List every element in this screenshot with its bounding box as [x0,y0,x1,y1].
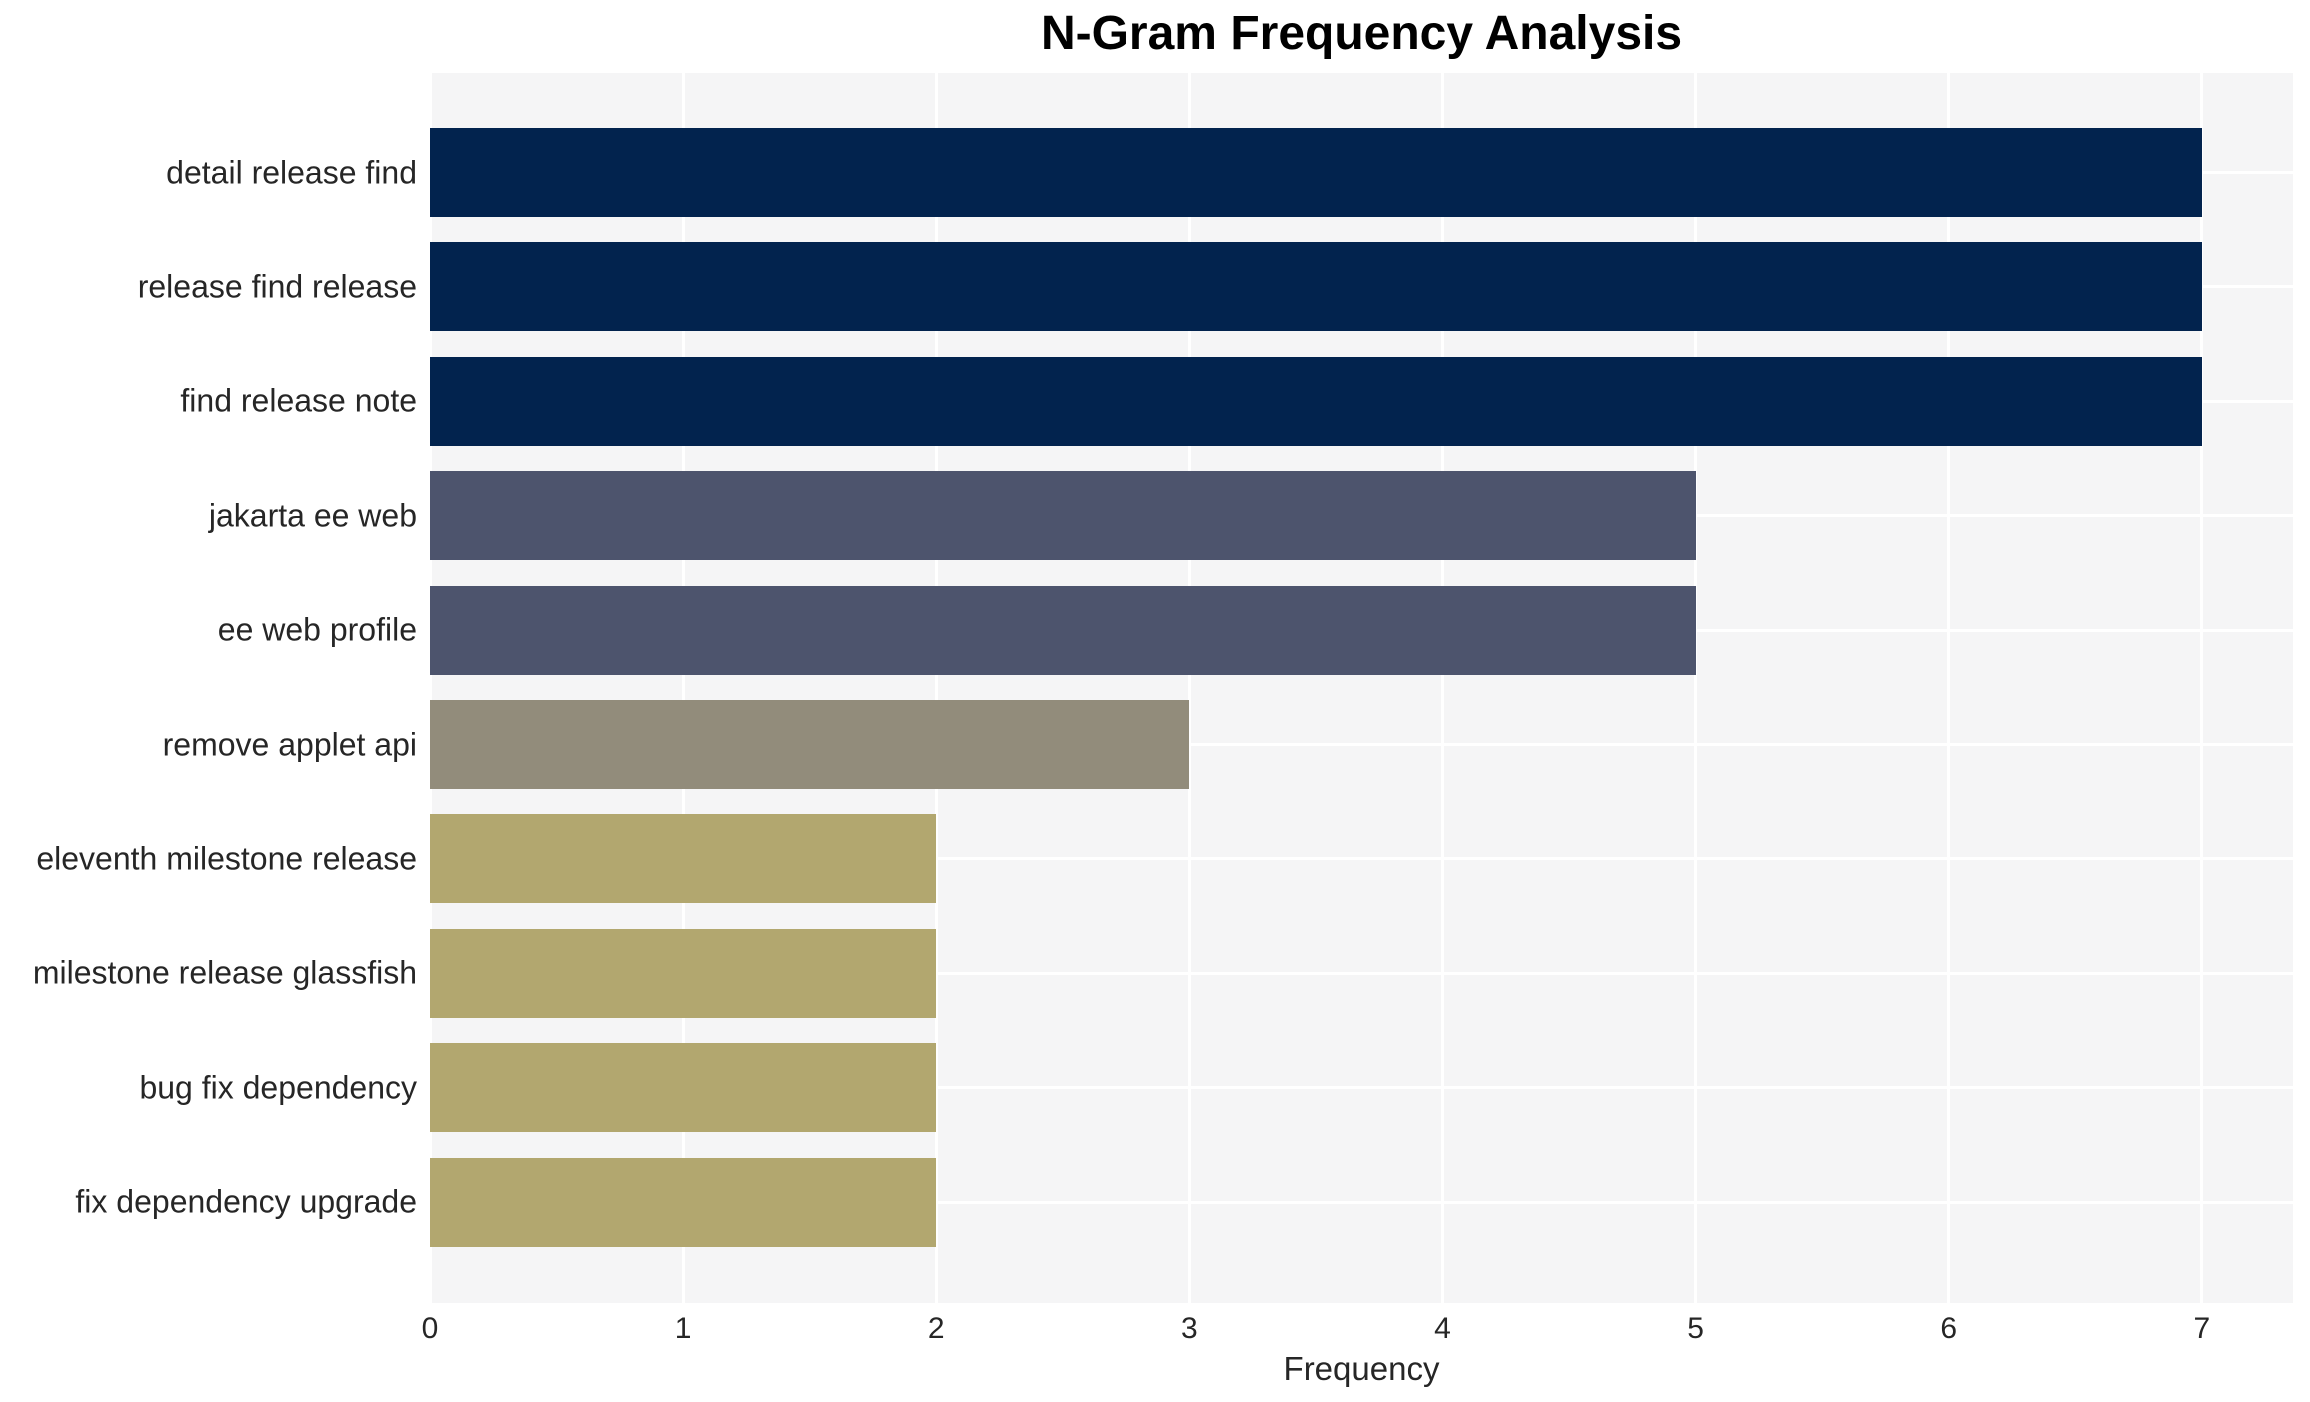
y-tick-label: eleventh milestone release [36,840,417,877]
y-axis-labels: detail release find release find release f… [0,73,417,1303]
bar-jakarta-ee-web [430,471,1696,561]
x-axis-title: Frequency [1283,1350,1440,1387]
x-tick-label: 5 [1687,1312,1704,1345]
bar-detail-release-find [430,128,2202,217]
gridline-vertical [2200,73,2204,1303]
y-tick-label: milestone release glassfish [32,954,417,991]
gridline-vertical [681,73,685,1303]
y-tick-label: find release note [180,382,417,419]
y-tick-label: release find release [137,268,417,305]
gridline-vertical [934,73,938,1303]
y-tick-label: detail release find [166,154,417,190]
bar-find-release-note [430,356,2202,446]
x-tick-label: 0 [421,1312,439,1345]
bar-ee-web-profile [430,585,1696,675]
gridline-vertical [1187,73,1191,1303]
chart-title: N-Gram Frequency Analysis [1040,7,1683,60]
gridline-vertical [1441,73,1444,1303]
plot-area [428,73,2293,1303]
x-axis-ticks: 0 1 2 3 4 5 6 7 [422,1312,2293,1352]
x-tick-label: 1 [674,1312,692,1345]
y-tick-label: bug fix dependency [139,1069,417,1106]
gridline-horizontal [430,1200,2293,1204]
x-tick-label: 4 [1434,1312,1451,1345]
gridline-vertical [428,73,432,1303]
y-tick-label: jakarta ee web [208,497,417,534]
bar-remove-applet-api [430,700,1190,789]
bar-bug-fix-dependency [430,1043,937,1133]
gridline-vertical [1947,73,1951,1303]
gridline-horizontal [430,1086,2293,1090]
y-tick-label: ee web profile [217,611,417,648]
bar-fix-dependency-upgrade [430,1157,937,1247]
y-tick-label: fix dependency upgrade [75,1183,417,1220]
y-tick-label: remove applet api [162,726,417,762]
x-tick-label: 6 [1940,1312,1958,1345]
x-tick-label: 2 [927,1312,945,1345]
x-tick-label: 7 [2193,1312,2211,1345]
gridline-horizontal [430,743,2293,746]
bar-milestone-release-glassfish [430,928,937,1018]
bar-eleventh-milestone-release [430,814,937,904]
gridline-horizontal [430,857,2293,861]
gridline-horizontal [430,971,2293,975]
x-tick-label: 3 [1181,1312,1198,1345]
gridline-vertical [1694,73,1698,1303]
bar-release-find-release [430,242,2202,332]
